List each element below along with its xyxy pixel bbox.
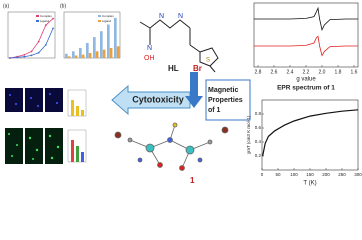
bar xyxy=(114,17,117,58)
cytotoxicity-label: Cytotoxicity xyxy=(132,94,184,104)
bar xyxy=(72,51,75,58)
epr-trace xyxy=(254,6,358,31)
frame xyxy=(63,11,121,59)
point xyxy=(44,43,47,46)
bar xyxy=(95,51,99,58)
point xyxy=(44,24,47,27)
microscopy xyxy=(5,88,87,164)
legend-swatch xyxy=(98,15,101,17)
x-tick-label: 150 xyxy=(306,172,314,177)
y-tick-label: 0.8 xyxy=(255,111,262,116)
bar xyxy=(100,31,103,58)
x-tick-label: 200 xyxy=(322,172,330,177)
x-axis-label: T (K) xyxy=(303,181,316,187)
frame xyxy=(7,11,56,59)
atom: N xyxy=(147,45,152,52)
bar xyxy=(74,55,78,58)
down-arrow xyxy=(185,72,203,108)
x-tick-label: 2.8 xyxy=(255,69,262,75)
panel-label: (b) xyxy=(60,3,66,9)
point xyxy=(30,54,33,57)
point xyxy=(52,17,54,20)
caption: EPR spectrum of 1 xyxy=(277,85,335,92)
bar xyxy=(116,46,120,58)
y-tick-label: 0.6 xyxy=(255,125,262,130)
point xyxy=(23,55,26,58)
x-tick-label: 50 xyxy=(275,172,281,177)
x-tick-label: 300 xyxy=(354,172,362,177)
atom: S xyxy=(206,58,210,64)
atom: N xyxy=(159,13,164,20)
legend-label: Complex xyxy=(40,14,52,18)
bar xyxy=(107,24,110,58)
x-axis-label: g value xyxy=(296,77,316,83)
magnetic-text: of 1 xyxy=(208,107,221,114)
complex-label: 1 xyxy=(190,176,195,185)
x-tick-label: 1.6 xyxy=(351,69,358,75)
x-tick-label: 2.2 xyxy=(303,69,310,75)
bar xyxy=(109,47,113,58)
y-tick-label: 0.4 xyxy=(255,139,262,144)
x-tick-label: 2.4 xyxy=(287,69,294,75)
curve xyxy=(262,109,359,157)
x-tick-label: 2.0 xyxy=(319,69,326,75)
line xyxy=(9,28,54,59)
legend-label: Ligand xyxy=(40,19,49,23)
bar xyxy=(88,52,92,58)
bar xyxy=(86,42,89,58)
bar xyxy=(102,49,106,58)
point xyxy=(37,51,40,54)
point xyxy=(16,56,19,59)
panel-label: (a) xyxy=(3,3,9,9)
legend-swatch xyxy=(36,20,39,22)
bar xyxy=(65,53,68,58)
point xyxy=(30,50,33,53)
graphical-abstract: N N N OH S HL Br Cytotoxicity Magnetic P… xyxy=(3,2,362,187)
x-tick-label: 0 xyxy=(261,172,264,177)
point xyxy=(37,40,40,43)
structure-bonds xyxy=(139,19,219,73)
bromo-label: Br xyxy=(193,64,202,73)
legend-swatch xyxy=(98,20,101,22)
x-tick-label: 100 xyxy=(290,172,298,177)
atom: OH xyxy=(144,55,155,62)
point xyxy=(9,57,11,59)
y-axis-label: χmT (cm3 K mol-1) xyxy=(246,115,251,154)
molecule xyxy=(114,122,229,171)
y-tick-label: 0.2 xyxy=(255,153,262,158)
ligand-label: HL xyxy=(168,64,179,73)
x-tick-label: 1.8 xyxy=(335,69,342,75)
magnetic-box xyxy=(205,79,251,121)
magnetic-text: Magnetic xyxy=(208,87,238,94)
atom: N xyxy=(178,13,183,20)
magnetic-text: Properties xyxy=(208,97,243,104)
point xyxy=(52,27,54,30)
frame xyxy=(253,2,359,68)
x-tick-label: 2.6 xyxy=(271,69,278,75)
bar xyxy=(93,37,96,58)
legend-label: Ligand xyxy=(102,19,111,23)
x-tick-label: 250 xyxy=(338,172,346,177)
point xyxy=(23,53,26,56)
legend-swatch xyxy=(36,15,39,17)
bar xyxy=(81,54,85,58)
bar xyxy=(67,56,71,58)
bar xyxy=(79,47,82,58)
legend-label: Complex xyxy=(102,14,114,18)
epr-trace xyxy=(254,35,358,57)
